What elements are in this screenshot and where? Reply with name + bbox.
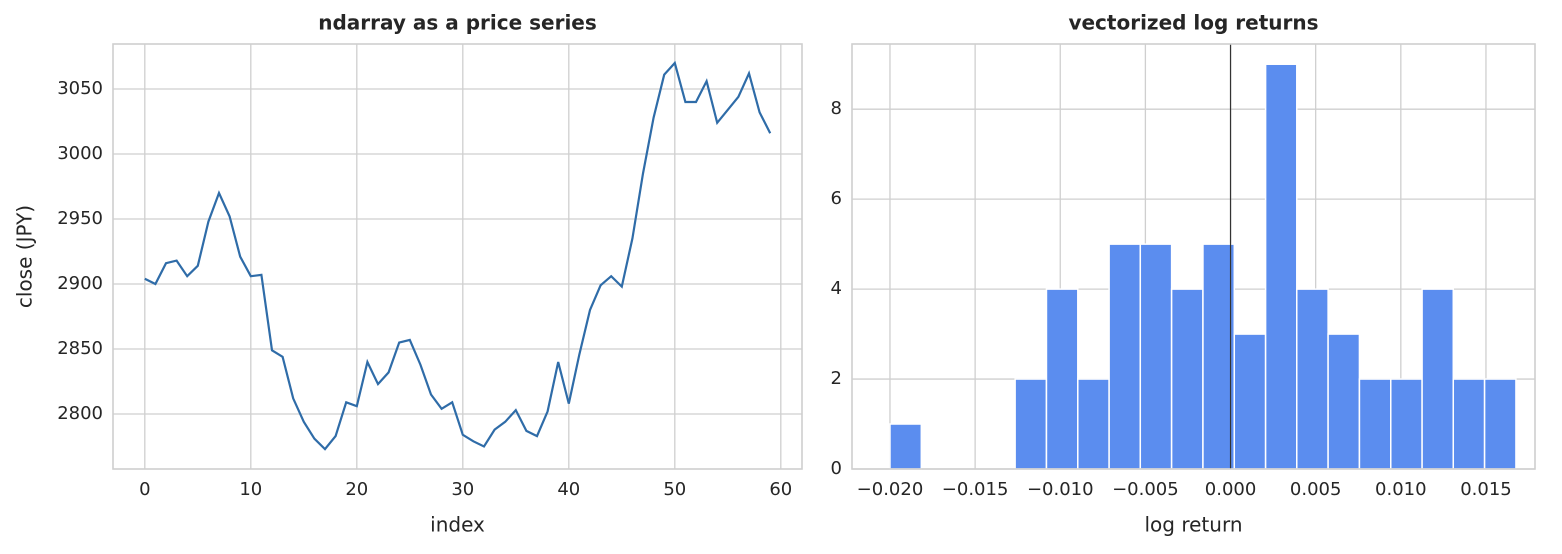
x-tick-label: 40	[557, 479, 580, 500]
chart-title: ndarray as a price series	[318, 11, 597, 35]
histogram-bar	[1264, 63, 1298, 470]
histogram-bar	[1202, 243, 1236, 470]
y-tick-label: 2850	[57, 338, 103, 359]
x-tick-label: 10	[239, 479, 262, 500]
x-axis-label: log return	[1145, 513, 1243, 537]
x-tick-label: −0.005	[1112, 479, 1179, 500]
histogram-bar	[1327, 333, 1361, 470]
histogram-bar	[1170, 288, 1204, 470]
x-tick-label: 60	[769, 479, 792, 500]
chart-title: vectorized log returns	[1068, 11, 1318, 35]
histogram-bar	[889, 423, 923, 470]
x-axis-label: index	[430, 513, 485, 537]
x-tick-label: −0.015	[942, 479, 1009, 500]
y-axis-label: close (JPY)	[13, 205, 37, 308]
x-tick-label: 0.010	[1375, 479, 1427, 500]
axes-frame	[112, 43, 803, 470]
histogram-bar	[1233, 333, 1267, 470]
histogram-bar	[1108, 243, 1142, 470]
y-tick-label: 3050	[57, 78, 103, 99]
x-tick-label: −0.020	[857, 479, 924, 500]
histogram-bar	[1045, 288, 1079, 470]
histogram-bar	[1296, 288, 1329, 470]
y-tick-label: 2800	[57, 403, 103, 424]
x-tick-label: 0.000	[1205, 479, 1257, 500]
x-tick-label: 0.015	[1460, 479, 1512, 500]
x-tick-label: 0	[139, 479, 150, 500]
x-tick-label: 30	[451, 479, 474, 500]
histogram-bar	[1452, 378, 1486, 470]
histogram-bar	[1014, 378, 1048, 470]
y-tick-label: 2950	[57, 208, 103, 229]
x-tick-label: 20	[345, 479, 368, 500]
x-tick-label: 50	[663, 479, 686, 500]
histogram-bar	[1077, 378, 1110, 470]
histogram-bar	[1139, 243, 1173, 470]
histogram-bar	[1390, 378, 1423, 470]
histogram-bar	[1421, 288, 1455, 470]
price-line	[144, 60, 772, 451]
y-tick-label: 4	[831, 278, 842, 299]
y-tick-label: 0	[831, 458, 842, 479]
y-tick-label: 6	[831, 188, 842, 209]
y-tick-label: 3000	[57, 143, 103, 164]
histogram-bar	[1483, 378, 1517, 470]
x-tick-label: 0.005	[1290, 479, 1342, 500]
histogram-bar	[1358, 378, 1392, 470]
x-tick-label: −0.010	[1027, 479, 1094, 500]
axes-frame	[851, 43, 1536, 470]
y-tick-label: 2	[831, 368, 842, 389]
y-tick-label: 8	[831, 98, 842, 119]
y-tick-label: 2900	[57, 273, 103, 294]
